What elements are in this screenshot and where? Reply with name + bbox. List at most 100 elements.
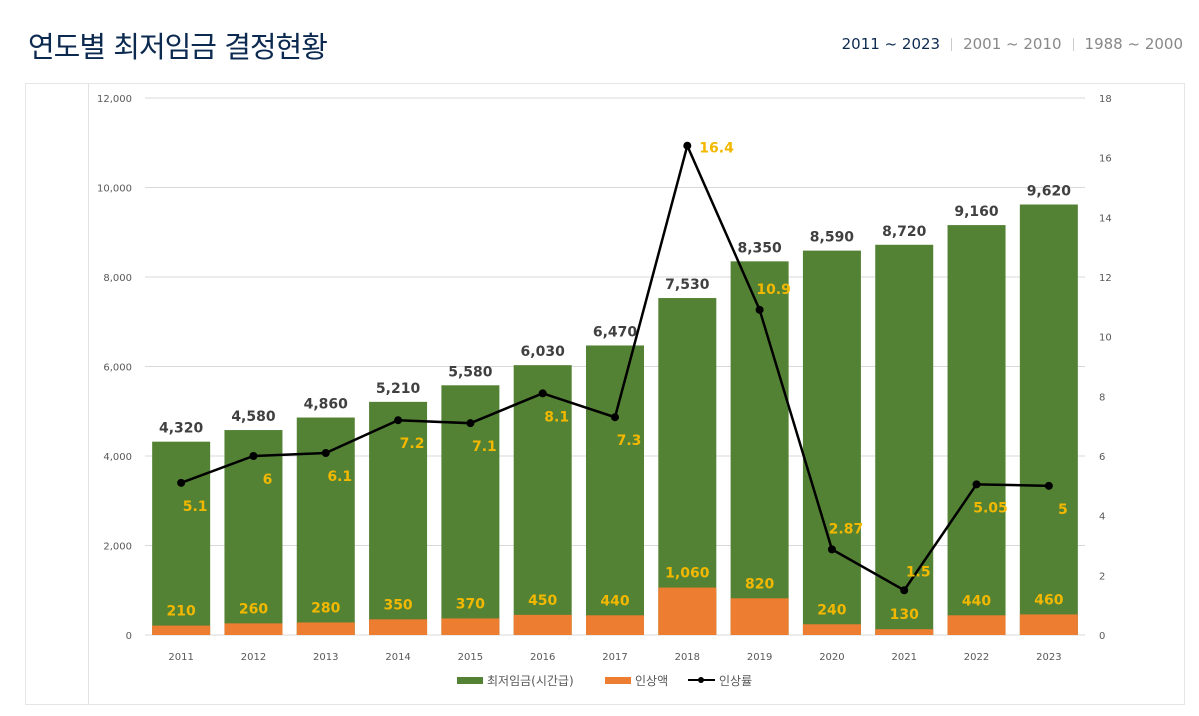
bar-increase-amount bbox=[369, 619, 428, 635]
rate-data-label: 10.9 bbox=[756, 282, 791, 298]
y-left-tick-label: 10,000 bbox=[97, 184, 132, 195]
rate-point bbox=[466, 419, 475, 428]
increase-data-label: 460 bbox=[1034, 592, 1063, 608]
increase-data-label: 240 bbox=[817, 602, 846, 618]
period-tabs: 2011 ~ 2023 2001 ~ 2010 1988 ~ 2000 bbox=[842, 35, 1183, 53]
legend-label: 인상률 bbox=[719, 674, 752, 688]
tab-2001-2010[interactable]: 2001 ~ 2010 bbox=[963, 35, 1062, 53]
y-left-tick-label: 6,000 bbox=[103, 363, 132, 374]
x-tick-label: 2023 bbox=[1036, 652, 1061, 663]
increase-data-label: 260 bbox=[239, 601, 268, 617]
x-tick-label: 2019 bbox=[747, 652, 772, 663]
increase-data-label: 820 bbox=[745, 576, 774, 592]
bar-minimum-wage bbox=[586, 345, 644, 635]
divider bbox=[1072, 37, 1074, 51]
bar-minimum-wage bbox=[875, 244, 934, 635]
bar-increase-amount bbox=[152, 625, 211, 635]
increase-data-label: 130 bbox=[890, 607, 919, 623]
increase-data-label: 280 bbox=[311, 600, 340, 616]
bar-increase-amount bbox=[441, 618, 500, 635]
rate-point bbox=[683, 141, 692, 150]
bar-minimum-wage bbox=[730, 261, 789, 635]
bar-increase-amount bbox=[1019, 614, 1078, 635]
bar-minimum-wage bbox=[369, 401, 428, 635]
rate-data-label: 7.2 bbox=[400, 436, 425, 452]
bar-data-label: 5,210 bbox=[376, 381, 421, 397]
bar-data-label: 8,350 bbox=[737, 240, 782, 256]
bar-minimum-wage bbox=[152, 441, 211, 635]
x-tick-label: 2021 bbox=[892, 652, 917, 663]
rate-data-label: 5.1 bbox=[183, 499, 208, 515]
legend-marker-rate bbox=[698, 677, 704, 683]
rate-data-label: 7.3 bbox=[617, 433, 642, 449]
y-right-tick-label: 16 bbox=[1099, 154, 1112, 165]
x-tick-label: 2020 bbox=[819, 652, 844, 663]
y-right-tick-label: 12 bbox=[1099, 273, 1112, 284]
rate-data-label: 6.1 bbox=[327, 469, 352, 485]
x-tick-label: 2016 bbox=[530, 652, 555, 663]
rate-data-label: 5 bbox=[1058, 502, 1068, 518]
x-tick-label: 2012 bbox=[241, 652, 266, 663]
bar-minimum-wage bbox=[513, 365, 572, 635]
rate-point bbox=[611, 413, 619, 422]
legend-label: 인상액 bbox=[635, 674, 668, 688]
bar-minimum-wage bbox=[802, 250, 861, 635]
increase-data-label: 1,060 bbox=[665, 566, 710, 582]
y-right-tick-label: 6 bbox=[1099, 452, 1105, 463]
bar-data-label: 4,580 bbox=[231, 409, 276, 425]
bar-data-label: 7,530 bbox=[665, 277, 710, 293]
rate-data-label: 16.4 bbox=[699, 141, 734, 157]
bar-minimum-wage bbox=[1019, 204, 1078, 635]
rate-point bbox=[972, 480, 981, 489]
increase-data-label: 440 bbox=[962, 593, 991, 609]
y-right-tick-label: 10 bbox=[1099, 333, 1112, 344]
y-right-tick-label: 4 bbox=[1099, 512, 1105, 523]
x-tick-label: 2015 bbox=[458, 652, 483, 663]
bar-minimum-wage bbox=[947, 225, 1006, 635]
y-left-tick-label: 12,000 bbox=[97, 94, 132, 105]
rate-point bbox=[249, 452, 258, 460]
bar-minimum-wage bbox=[658, 298, 717, 635]
increase-data-label: 350 bbox=[383, 597, 412, 613]
bar-increase-amount bbox=[296, 622, 355, 635]
divider bbox=[88, 84, 89, 704]
bar-data-label: 6,470 bbox=[593, 324, 638, 340]
bar-increase-amount bbox=[802, 624, 861, 635]
bar-increase-amount bbox=[875, 629, 934, 635]
y-right-tick-label: 14 bbox=[1099, 213, 1112, 224]
bar-increase-amount bbox=[730, 598, 789, 635]
legend-swatch-minimum-wage bbox=[457, 677, 483, 684]
increase-data-label: 210 bbox=[167, 604, 196, 620]
x-tick-label: 2013 bbox=[313, 652, 338, 663]
divider bbox=[951, 37, 953, 51]
y-right-tick-label: 2 bbox=[1099, 571, 1105, 582]
x-tick-label: 2011 bbox=[168, 652, 193, 663]
rate-point bbox=[538, 389, 547, 398]
rate-point bbox=[900, 586, 909, 595]
page-title: 연도별 최저임금 결정현황 bbox=[28, 30, 328, 64]
x-tick-label: 2022 bbox=[964, 652, 989, 663]
rate-data-label: 8.1 bbox=[544, 409, 569, 425]
y-left-tick-label: 2,000 bbox=[103, 542, 132, 553]
bar-data-label: 6,030 bbox=[521, 344, 566, 360]
y-right-tick-label: 18 bbox=[1099, 94, 1112, 105]
x-tick-label: 2017 bbox=[602, 652, 627, 663]
bar-data-label: 9,160 bbox=[954, 204, 999, 220]
rate-data-label: 7.1 bbox=[472, 439, 497, 455]
rate-data-label: 1.5 bbox=[906, 564, 931, 580]
bar-data-label: 4,860 bbox=[304, 397, 349, 413]
bar-data-label: 9,620 bbox=[1027, 184, 1072, 200]
increase-data-label: 440 bbox=[600, 593, 629, 609]
x-tick-label: 2018 bbox=[675, 652, 700, 663]
rate-point bbox=[827, 545, 836, 554]
tab-2011-2023[interactable]: 2011 ~ 2023 bbox=[841, 35, 941, 53]
bar-data-label: 5,580 bbox=[448, 364, 493, 380]
chart-frame bbox=[25, 83, 1185, 705]
rate-data-label: 2.87 bbox=[829, 521, 864, 537]
rate-point bbox=[321, 449, 330, 458]
increase-data-label: 450 bbox=[528, 593, 557, 609]
tab-1988-2000[interactable]: 1988 ~ 2000 bbox=[1084, 35, 1183, 53]
legend-label: 최저임금(시간급) bbox=[487, 674, 574, 688]
bar-increase-amount bbox=[947, 615, 1006, 635]
